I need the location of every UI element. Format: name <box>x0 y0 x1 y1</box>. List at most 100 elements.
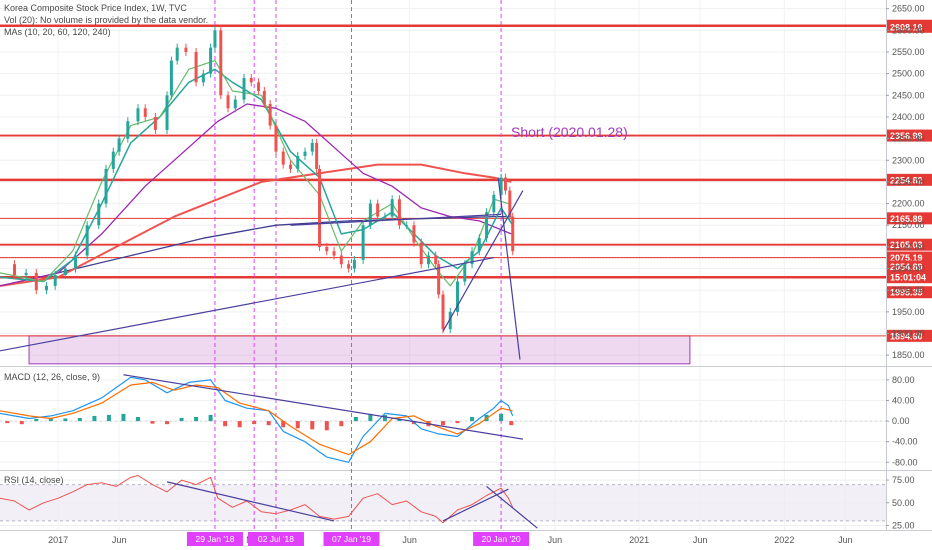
price-candle <box>437 264 441 295</box>
macd-histogram-bar <box>266 421 271 426</box>
macd-tick-label: -40.00 <box>892 437 918 447</box>
macd-histogram-bar <box>34 419 39 422</box>
macd-histogram-bar <box>77 417 82 422</box>
rsi-tick-label: 50.00 <box>892 498 915 508</box>
ma-240-line <box>0 215 512 287</box>
rsi-band <box>0 484 886 521</box>
price-level-tag <box>887 238 932 251</box>
price-candle <box>117 138 121 152</box>
trendlines <box>0 177 538 529</box>
price-candle <box>434 255 438 265</box>
short-annotation: Short (2020.01.28) <box>511 124 628 140</box>
price-candle <box>104 168 108 204</box>
price-candle <box>136 108 140 122</box>
vertical-marker-tag <box>323 532 380 546</box>
time-axis-label: 2017 <box>48 535 68 545</box>
price-tick-label: 2350.00 <box>892 134 925 144</box>
price-candle <box>53 275 57 286</box>
vertical-marker-label: 07 Jan '19 <box>332 534 371 544</box>
macd-histogram-bar <box>470 416 475 422</box>
axes: 2650.00 2600.00 2550.00 2500.00 2450.00 2400.… <box>886 0 925 530</box>
price-candle <box>74 255 78 269</box>
price-tick-label: 2250.00 <box>892 177 925 187</box>
price-candle <box>175 47 179 61</box>
macd-histogram-bar <box>353 416 358 422</box>
macd-histogram-bar <box>441 421 445 426</box>
macd-histogram-bar <box>19 421 24 425</box>
price-tick-label: 2300.00 <box>892 155 925 165</box>
price-candle <box>470 251 474 265</box>
price-candle <box>296 155 300 169</box>
time-axis-label: Jun <box>693 535 708 545</box>
macd-histogram-bar <box>509 421 514 426</box>
macd-histogram-bar <box>455 421 460 424</box>
price-level-tag <box>887 329 932 342</box>
macd-histogram-bar <box>5 421 10 424</box>
price-candle <box>347 264 351 269</box>
macd-histogram-bar <box>397 419 402 422</box>
macd-signal-line <box>0 381 513 456</box>
trendline <box>486 485 538 529</box>
macd-histogram-bar <box>106 414 111 422</box>
time-axis-label: Jun <box>838 535 853 545</box>
grid <box>0 0 932 531</box>
price-candle <box>274 125 278 152</box>
price-candle <box>441 294 445 330</box>
price-level-label: 2165.89 <box>890 214 923 224</box>
price-level-tag <box>887 212 932 225</box>
price-candle <box>268 103 272 126</box>
vertical-marker-label: 20 Jan '20 <box>482 534 521 544</box>
price-candle <box>376 203 380 217</box>
macd-histogram-bar <box>48 417 53 422</box>
macd-line <box>0 376 514 463</box>
price-candle <box>397 199 401 226</box>
price-candle <box>325 246 329 252</box>
price-candle <box>242 77 246 100</box>
rsi-line <box>0 475 514 524</box>
macd-histogram-bar <box>281 421 286 428</box>
price-candle <box>318 168 322 247</box>
macd-tick-label: 80.00 <box>892 375 915 385</box>
price-level-tag <box>887 286 932 299</box>
trendline <box>497 177 521 360</box>
vertical-marker-label: 02 Jul '18 <box>258 534 294 544</box>
support-box <box>28 335 691 365</box>
macd-tick-label: 40.00 <box>892 395 915 405</box>
ma-20-line <box>0 68 514 283</box>
price-candle <box>412 225 416 243</box>
price-candle <box>485 212 489 239</box>
price-tick-label: 1950.00 <box>892 307 925 317</box>
price-level-tag <box>887 260 932 273</box>
price-tick-label: 2650.00 <box>892 4 925 14</box>
price-candle <box>34 272 38 291</box>
macd-histogram-bar <box>310 421 315 430</box>
price-candle <box>463 264 467 282</box>
price-candle <box>339 255 343 265</box>
price-candle <box>288 164 292 169</box>
price-level-label: 2105.03 <box>890 240 923 250</box>
price-candle <box>262 90 266 104</box>
price-candle <box>361 225 365 260</box>
price-level-label: 2608.10 <box>890 22 923 32</box>
price-candle <box>456 281 460 312</box>
macd-histogram-bar <box>121 413 126 422</box>
price-level-label: 2356.99 <box>890 131 923 141</box>
macd-histogram-bar <box>194 416 199 422</box>
macd-histogram-bar <box>92 415 97 422</box>
macd-histogram-bar <box>237 421 242 428</box>
price-tick-label: 2400.00 <box>892 112 925 122</box>
price-tick-label: 2500.00 <box>892 69 925 79</box>
price-tick-label: 2550.00 <box>892 47 925 57</box>
price-candle <box>492 194 496 213</box>
price-candle <box>310 142 314 152</box>
price-candle <box>126 121 130 139</box>
time-axis-label: Jun <box>112 535 127 545</box>
price-candle <box>24 272 28 276</box>
vertical-marker-tag <box>247 532 304 546</box>
price-candle <box>249 77 253 83</box>
price-candle <box>226 95 230 109</box>
macd-histogram-bar <box>208 414 213 422</box>
price-candle <box>477 238 481 252</box>
vertical-marker-label: 29 Jan '18 <box>195 534 234 544</box>
